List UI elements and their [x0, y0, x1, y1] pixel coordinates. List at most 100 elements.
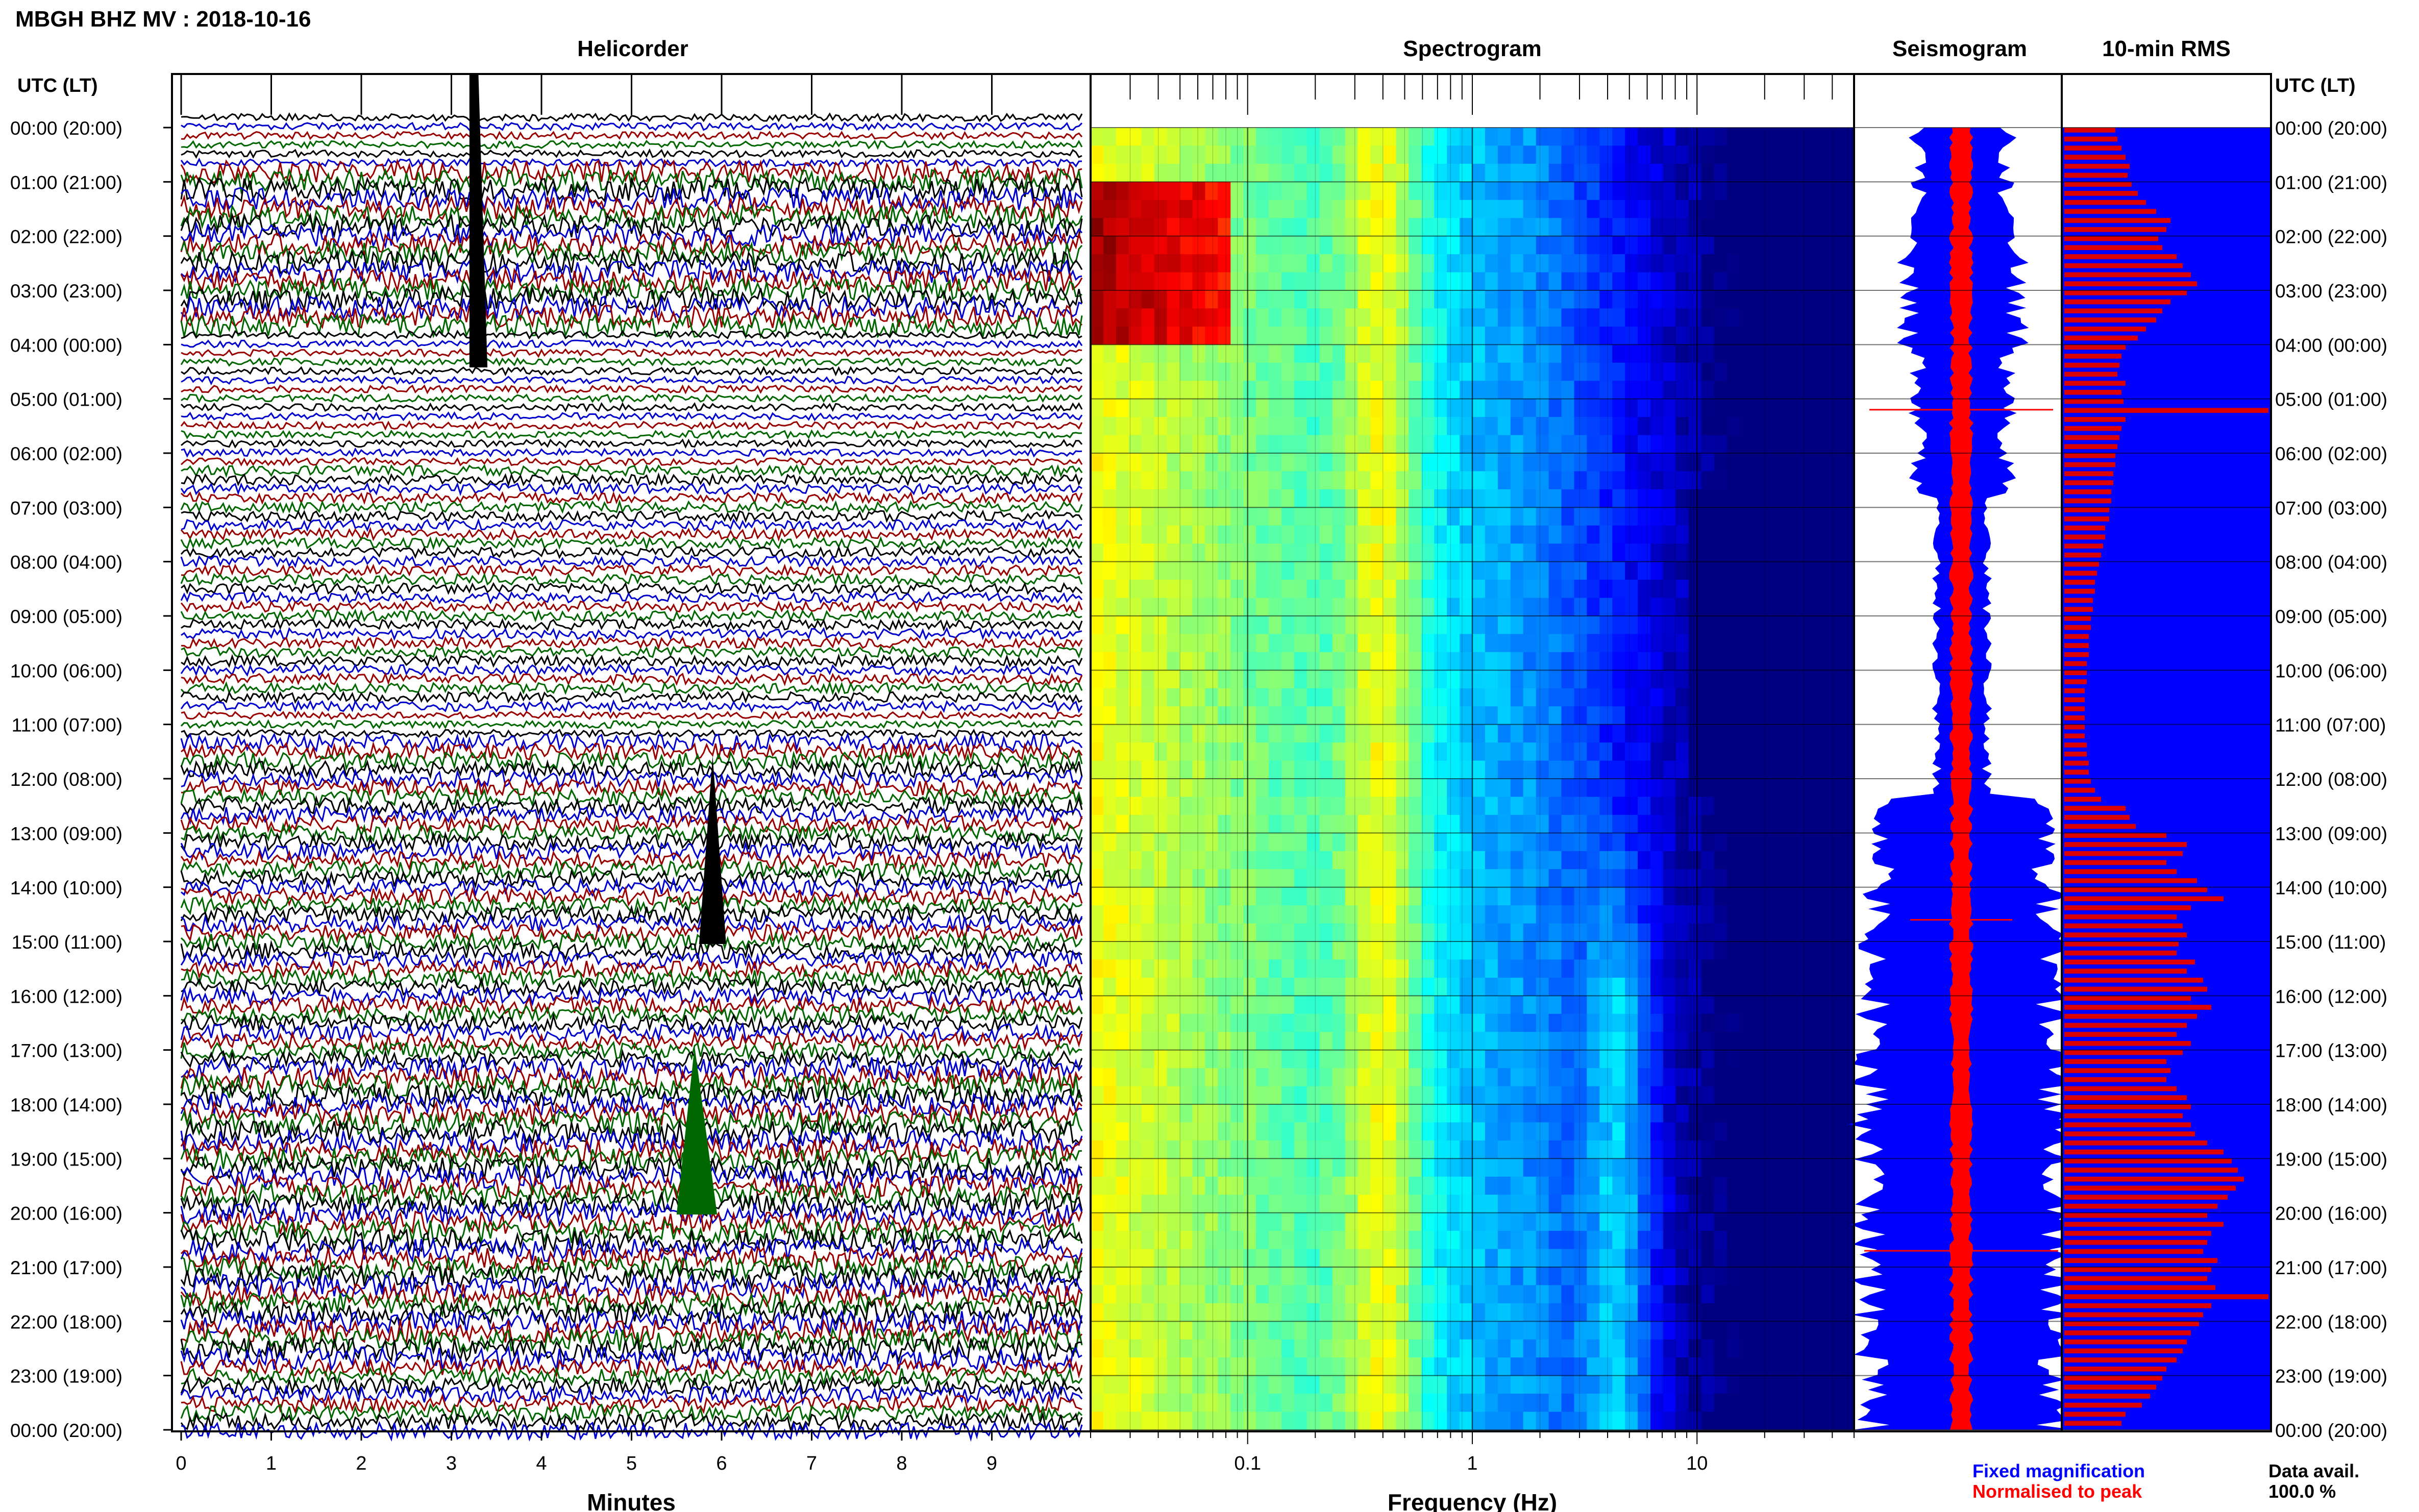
spectrogram-cell	[1612, 959, 1625, 978]
spectrogram-cell	[1765, 1321, 1778, 1340]
spectrogram-cell	[1790, 905, 1804, 924]
spectrogram-cell	[1269, 670, 1282, 689]
spectrogram-cell	[1319, 1158, 1333, 1177]
spectrogram-cell	[1536, 128, 1549, 146]
spectrogram-cell	[1294, 1303, 1307, 1322]
spectrogram-cell	[1726, 1267, 1740, 1285]
spectrogram-cell	[1205, 688, 1218, 707]
spectrogram-cell	[1739, 290, 1753, 309]
spectrogram-cell	[1167, 851, 1180, 870]
spectrogram-cell	[1460, 797, 1473, 815]
spectrogram-cell	[1472, 182, 1486, 201]
spectrogram-cell	[1128, 851, 1142, 870]
spectrogram-cell	[1561, 507, 1574, 526]
spectrogram-cell	[1396, 923, 1409, 942]
spectrogram-cell	[1421, 1357, 1435, 1376]
spectrogram-cell	[1510, 272, 1524, 291]
spectrogram-cell	[1599, 1394, 1613, 1412]
spectrogram-cell	[1103, 941, 1117, 960]
spectrogram-cell	[1167, 616, 1180, 634]
spectrogram-cell	[1167, 1394, 1180, 1412]
spectrogram-cell	[1485, 308, 1498, 327]
spectrogram-cell	[1510, 688, 1524, 707]
spectrogram-cell	[1714, 525, 1727, 544]
spectrogram-cell	[1306, 1050, 1320, 1069]
spectrogram-cell	[1472, 344, 1486, 363]
rms-bar	[2064, 561, 2099, 567]
spectrogram-cell	[1574, 128, 1587, 146]
spectrogram-cell	[1306, 706, 1320, 725]
spectrogram-cell	[1765, 507, 1778, 526]
spectrogram-cell	[1663, 959, 1676, 978]
spectrogram-cell	[1803, 290, 1816, 309]
spectrogram-cell	[1460, 399, 1473, 417]
spectrogram-cell	[1485, 417, 1498, 436]
spectrogram-cell	[1765, 453, 1778, 472]
spectrogram-cell	[1447, 399, 1460, 417]
spectrogram-cell	[1625, 399, 1638, 417]
spectrogram-cell	[1319, 1394, 1333, 1412]
spectrogram-cell	[1638, 1032, 1651, 1051]
spectrogram-cell	[1510, 996, 1524, 1014]
spectrogram-cell	[1536, 182, 1549, 201]
spectrogram-cell	[1269, 1394, 1282, 1412]
spectrogram-cell	[1688, 435, 1702, 454]
spectrogram-cell	[1574, 218, 1587, 237]
spectrogram-cell	[1091, 814, 1104, 833]
spectrogram-cell	[1701, 471, 1715, 490]
spectrogram-cell	[1306, 1357, 1320, 1376]
spectrogram-cell	[1421, 652, 1435, 671]
spectrogram-cell	[1306, 869, 1320, 888]
spectrogram-cell	[1154, 1357, 1168, 1376]
spectrogram-cell	[1523, 1140, 1537, 1159]
spectrogram-cell	[1218, 128, 1231, 146]
spectrogram-cell	[1409, 308, 1422, 327]
spectrogram-cell	[1091, 996, 1104, 1014]
helicorder-trace	[180, 732, 1083, 753]
spectrogram-cell	[1765, 1267, 1778, 1285]
spectrogram-cell	[1714, 1104, 1727, 1123]
spectrogram-cell	[1218, 688, 1231, 707]
spectrogram-cell	[1091, 561, 1104, 580]
spectrogram-cell	[1472, 977, 1486, 996]
spectrogram-cell	[1383, 489, 1396, 508]
spectrogram-cell	[1141, 598, 1155, 616]
spectrogram-cell	[1116, 923, 1129, 942]
spectrogram-cell	[1485, 1032, 1498, 1051]
spectrogram-cell	[1778, 977, 1791, 996]
spectrogram-cell	[1103, 236, 1117, 255]
spectrogram-cell	[1179, 1122, 1193, 1141]
spectrogram-cell	[1497, 507, 1511, 526]
spectrogram-cell	[1167, 1050, 1180, 1069]
spectrogram-cell	[1790, 1195, 1804, 1213]
spectrogram-cell	[1128, 670, 1142, 689]
spectrogram-cell	[1612, 797, 1625, 815]
spectrogram-cell	[1383, 779, 1396, 797]
spectrogram-cell	[1141, 1231, 1155, 1250]
spectrogram-cell	[1306, 797, 1320, 815]
spectrogram-cell	[1599, 1068, 1613, 1087]
spectrogram-cell	[1192, 616, 1205, 634]
spectrogram-cell	[1829, 453, 1842, 472]
spectrogram-cell	[1332, 1321, 1346, 1340]
spectrogram-cell	[1319, 706, 1333, 725]
spectrogram-cell	[1179, 163, 1193, 182]
spectrogram-cell	[1154, 381, 1168, 400]
spectrogram-cell	[1256, 670, 1269, 689]
spectrogram-cell	[1663, 163, 1676, 182]
spectrogram-cell	[1778, 399, 1791, 417]
spectrogram-cell	[1803, 1394, 1816, 1412]
spectrogram-cell	[1179, 616, 1193, 634]
spectrogram-cell	[1536, 1411, 1549, 1430]
spectrogram-cell	[1230, 128, 1244, 146]
spectrogram-cell	[1726, 1013, 1740, 1032]
rms-bar	[2064, 1258, 2217, 1263]
spectrogram-cell	[1752, 1068, 1765, 1087]
spectrogram-cell	[1752, 1231, 1765, 1250]
spectrogram-cell	[1179, 1321, 1193, 1340]
rms-bar	[2064, 1095, 2187, 1100]
spectrogram-cell	[1510, 941, 1524, 960]
spectrogram-cell	[1803, 1411, 1816, 1430]
helicorder-trace	[180, 491, 1083, 505]
spectrogram-cell	[1714, 1357, 1727, 1376]
